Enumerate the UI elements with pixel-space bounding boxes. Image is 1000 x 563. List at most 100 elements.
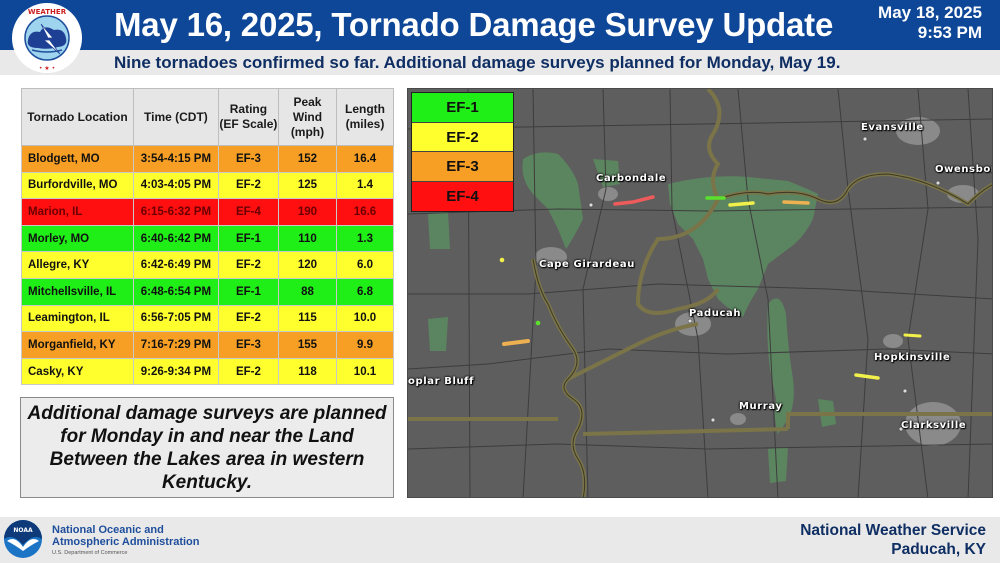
legend-item-ef2: EF-2 [412, 122, 513, 152]
cell-wind: 120 [277, 251, 337, 279]
cell-rating: EF-2 [217, 304, 279, 333]
page-subtitle: Nine tornadoes confirmed so far. Additio… [114, 53, 841, 72]
cell-time: 6:42-6:49 PM [132, 251, 219, 279]
ef-scale-legend: EF-1 EF-2 EF-3 EF-4 [411, 92, 514, 212]
noaa-name-line2: Atmospheric Administration [52, 536, 200, 548]
table-row: Morganfield, KY 7:16-7:29 PM EF-3 155 9.… [21, 331, 395, 359]
subtitle-band [0, 50, 1000, 75]
city-label-owensboro: Owensboro [935, 164, 992, 175]
nws-office-name: National Weather Service [800, 522, 986, 539]
cell-location: Burfordville, MO [21, 171, 134, 200]
cell-wind: 115 [277, 304, 337, 333]
cell-length: 6.8 [335, 277, 395, 306]
city-dots [542, 136, 941, 432]
nws-office: National Weather Service Paducah, KY [800, 521, 986, 559]
legend-item-ef4: EF-4 [412, 181, 513, 211]
city-label-cape-girardeau: Cape Girardeau [539, 259, 635, 270]
issued-time: 9:53 PM [917, 23, 982, 42]
table-row: Blodgett, MO 3:54-4:15 PM EF-3 152 16.4 [21, 145, 395, 173]
table-row: Morley, MO 6:40-6:42 PM EF-1 110 1.3 [21, 224, 395, 253]
column-header-location: Tornado Location [21, 88, 134, 146]
cell-rating: EF-1 [217, 277, 279, 306]
cell-length: 10.1 [335, 357, 395, 386]
table-row: Casky, KY 9:26-9:34 PM EF-2 118 10.1 [21, 357, 395, 386]
table-header-row: Tornado Location Time (CDT) Rating (EF S… [21, 88, 395, 146]
issued-date: May 18, 2025 [878, 3, 982, 22]
page-title: May 16, 2025, Tornado Damage Survey Upda… [114, 6, 834, 43]
cell-wind: 190 [277, 198, 337, 226]
cell-length: 16.6 [335, 198, 395, 226]
cell-time: 3:54-4:15 PM [132, 145, 219, 173]
cell-location: Leamington, IL [21, 304, 134, 333]
cell-wind: 125 [277, 171, 337, 200]
nws-office-location: Paducah, KY [891, 541, 986, 558]
header-band [0, 0, 1000, 50]
cell-rating: EF-2 [217, 171, 279, 200]
table-row: Leamington, IL 6:56-7:05 PM EF-2 115 10.… [21, 304, 395, 333]
table-row: Burfordville, MO 4:03-4:05 PM EF-2 125 1… [21, 171, 395, 200]
cell-time: 6:56-7:05 PM [132, 304, 219, 333]
cell-time: 6:48-6:54 PM [132, 277, 219, 306]
cell-rating: EF-1 [217, 224, 279, 253]
cell-wind: 152 [277, 145, 337, 173]
cell-rating: EF-3 [217, 145, 279, 173]
column-header-time: Time (CDT) [132, 88, 219, 146]
noaa-logo-icon: NOAA [4, 520, 42, 558]
cell-rating: EF-2 [217, 357, 279, 386]
cell-wind: 118 [277, 357, 337, 386]
table-row: Allegre, KY 6:42-6:49 PM EF-2 120 6.0 [21, 251, 395, 279]
cell-length: 10.0 [335, 304, 395, 333]
cell-length: 9.9 [335, 331, 395, 359]
city-label-murray: Murray [739, 401, 783, 412]
cell-length: 6.0 [335, 251, 395, 279]
cell-time: 6:15-6:32 PM [132, 198, 219, 226]
cell-location: Casky, KY [21, 357, 134, 386]
issued-timestamp: May 18, 2025 9:53 PM [878, 3, 982, 43]
cell-location: Morley, MO [21, 224, 134, 253]
table-row: Marion, IL 6:15-6:32 PM EF-4 190 16.6 [21, 198, 395, 226]
cell-length: 1.4 [335, 171, 395, 200]
cell-location: Mitchellsville, IL [21, 277, 134, 306]
cell-time: 6:40-6:42 PM [132, 224, 219, 253]
cell-time: 9:26-9:34 PM [132, 357, 219, 386]
noaa-department: U.S. Department of Commerce [52, 550, 128, 556]
footer-band [0, 517, 1000, 563]
tornado-track-map[interactable]: Evansville Carbondale Owensboro Cape Gir… [407, 88, 993, 498]
city-label-carbondale: Carbondale [596, 173, 667, 184]
city-label-evansville: Evansville [861, 122, 924, 133]
cell-rating: EF-4 [217, 198, 279, 226]
table-row: Mitchellsville, IL 6:48-6:54 PM EF-1 88 … [21, 277, 395, 306]
tornado-table: Tornado Location Time (CDT) Rating (EF S… [21, 88, 395, 386]
cell-wind: 88 [277, 277, 337, 306]
cell-time: 7:16-7:29 PM [132, 331, 219, 359]
cell-location: Marion, IL [21, 198, 134, 226]
svg-text:• ★ •: • ★ • [39, 65, 55, 72]
column-header-rating: Rating (EF Scale) [217, 88, 279, 146]
nws-logo-icon: WEATHER • ★ • [12, 3, 82, 73]
city-label-poplar-bluff: oplar Bluff [408, 376, 475, 387]
svg-text:WEATHER: WEATHER [28, 8, 67, 16]
column-header-length: Length (miles) [335, 88, 395, 146]
city-label-clarksville: Clarksville [901, 420, 967, 431]
city-label-paducah: Paducah [689, 308, 742, 319]
cell-wind: 110 [277, 224, 337, 253]
cell-length: 1.3 [335, 224, 395, 253]
cell-wind: 155 [277, 331, 337, 359]
cell-rating: EF-3 [217, 331, 279, 359]
legend-item-ef1: EF-1 [412, 93, 513, 123]
cell-location: Allegre, KY [21, 251, 134, 279]
cell-time: 4:03-4:05 PM [132, 171, 219, 200]
svg-text:NOAA: NOAA [13, 527, 33, 534]
cell-length: 16.4 [335, 145, 395, 173]
cell-location: Blodgett, MO [21, 145, 134, 173]
legend-item-ef3: EF-3 [412, 152, 513, 182]
column-header-wind: Peak Wind (mph) [277, 88, 337, 146]
cell-rating: EF-2 [217, 251, 279, 279]
survey-note: Additional damage surveys are planned fo… [20, 397, 394, 498]
cell-location: Morganfield, KY [21, 331, 134, 359]
noaa-name-line1: National Oceanic and [52, 524, 164, 536]
forest-areas [428, 152, 836, 483]
tornado-tracks [499, 195, 922, 380]
map-canvas [408, 89, 992, 497]
